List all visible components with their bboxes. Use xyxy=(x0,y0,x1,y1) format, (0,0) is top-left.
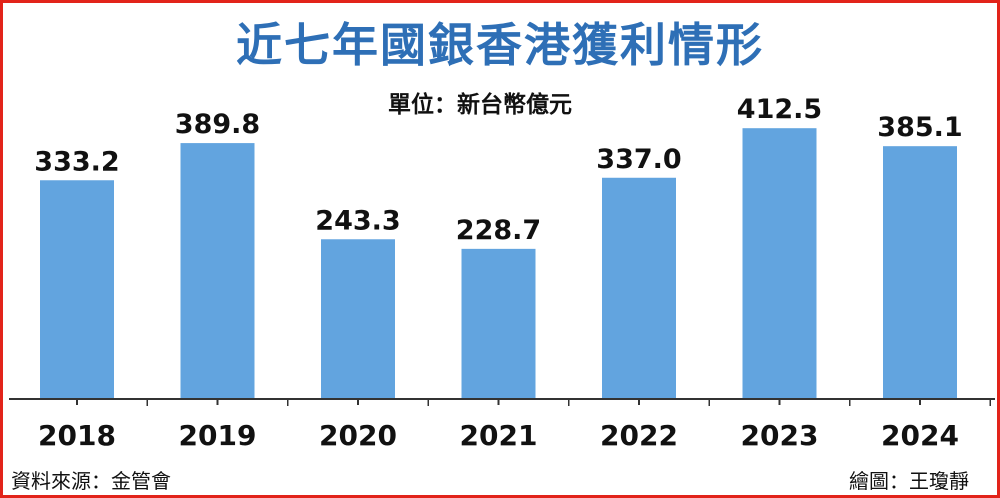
labels-group: 333.2 2018 389.8 2019 243.3 2020 228.7 2021 337.… xyxy=(34,94,962,452)
value-label-2023: 412.5 xyxy=(737,94,822,125)
tick-label-2020: 2020 xyxy=(319,419,397,452)
bar-2021 xyxy=(461,248,536,399)
bar-2023 xyxy=(742,128,817,399)
source-note: 資料來源：金管會 xyxy=(11,469,171,493)
bar-2022 xyxy=(602,177,676,399)
bar-2018 xyxy=(40,180,114,399)
bar-2020 xyxy=(321,239,395,399)
bar-chart: 333.2 2018 389.8 2019 243.3 2020 228.7 2021 337.… xyxy=(9,94,995,452)
tick-label-2019: 2019 xyxy=(179,419,257,452)
value-label-2021: 228.7 xyxy=(456,215,541,246)
tick-label-2018: 2018 xyxy=(38,419,116,452)
chart-title: 近七年國銀香港獲利情形 xyxy=(236,18,764,72)
value-label-2019: 389.8 xyxy=(175,109,260,140)
tick-label-2022: 2022 xyxy=(600,419,678,452)
value-label-2020: 243.3 xyxy=(315,205,400,236)
bar-2019 xyxy=(180,143,255,399)
tick-label-2024: 2024 xyxy=(881,419,959,452)
value-label-2018: 333.2 xyxy=(34,146,119,177)
credit-note: 繪圖：王瓊靜 xyxy=(849,469,969,493)
bar-2024 xyxy=(883,146,957,399)
tick-label-2023: 2023 xyxy=(741,419,819,452)
unit-label: 單位：新台幣億元 xyxy=(388,92,572,118)
tick-label-2021: 2021 xyxy=(460,419,538,452)
bars-group xyxy=(40,128,957,399)
value-label-2022: 337.0 xyxy=(596,144,681,175)
ticks-group xyxy=(76,399,991,406)
value-label-2024: 385.1 xyxy=(877,112,962,143)
